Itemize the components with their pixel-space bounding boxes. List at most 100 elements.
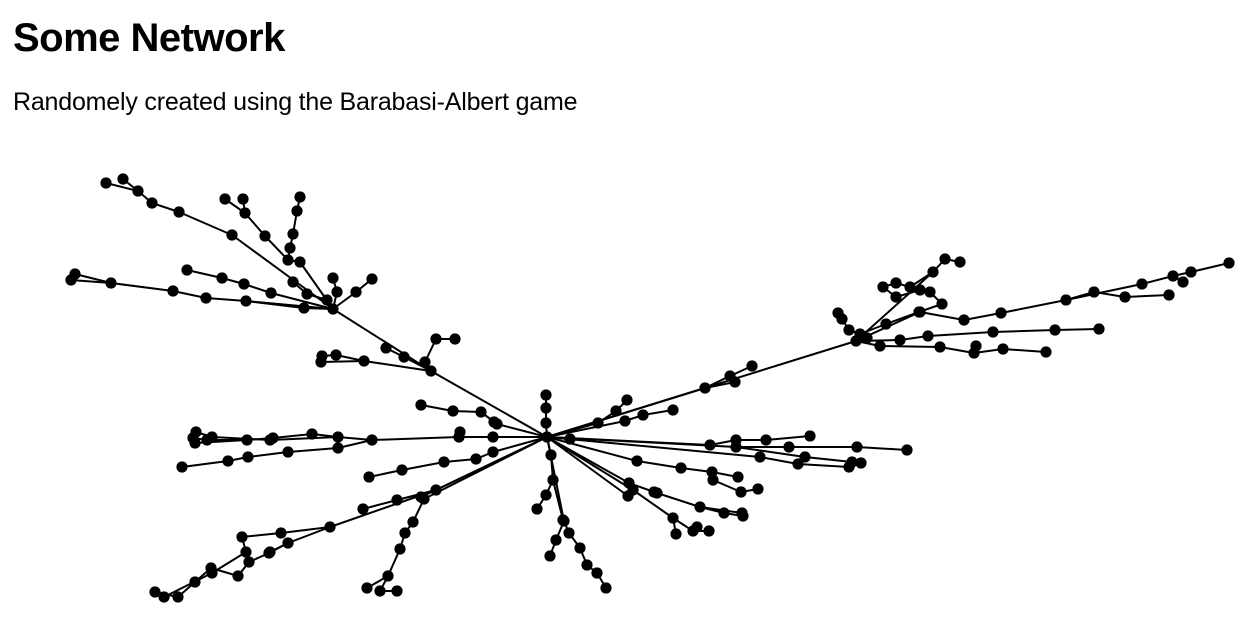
network-node-4 <box>282 254 294 266</box>
network-edge-159 <box>211 436 271 441</box>
network-node-173 <box>487 446 499 458</box>
network-node-153 <box>306 428 318 440</box>
network-edge-13 <box>178 211 233 236</box>
network-node-30 <box>321 294 333 306</box>
network-edge-21 <box>172 290 207 299</box>
network-node-122 <box>670 528 682 540</box>
network-node-171 <box>415 399 427 411</box>
network-node-26 <box>265 287 277 299</box>
network-node-169 <box>475 406 487 418</box>
network-node-143 <box>581 559 593 571</box>
network-node-135 <box>540 389 552 401</box>
network-node-102 <box>855 457 867 469</box>
network-node-165 <box>176 461 188 473</box>
network-node-67 <box>914 306 926 318</box>
network-node-161 <box>332 442 344 454</box>
network-node-179 <box>391 494 403 506</box>
network-node-178 <box>430 484 442 496</box>
network-node-134 <box>540 402 552 414</box>
network-node-46 <box>699 382 711 394</box>
network-edge-161 <box>337 439 373 449</box>
network-node-105 <box>631 455 643 467</box>
network-node-54 <box>904 281 916 293</box>
network-node-126 <box>592 417 604 429</box>
network-nodes <box>65 173 1235 603</box>
network-node-164 <box>222 455 234 467</box>
network-node-111 <box>752 483 764 495</box>
network-edge-99 <box>546 436 761 458</box>
network-node-66 <box>832 307 844 319</box>
network-node-195 <box>264 546 276 558</box>
network-edge-81 <box>927 331 994 337</box>
network-edge-0 <box>430 370 548 438</box>
network-node-137 <box>547 474 559 486</box>
network-node-95 <box>730 441 742 453</box>
network-node-10 <box>287 228 299 240</box>
network-node-99 <box>754 451 766 463</box>
network-node-51 <box>927 266 939 278</box>
network-edge-68 <box>919 311 965 321</box>
network-edge-24 <box>74 273 112 284</box>
network-node-41 <box>449 333 461 345</box>
network-node-36 <box>366 273 378 285</box>
network-edge-190 <box>280 526 331 534</box>
network-edge-191 <box>241 532 282 538</box>
network-node-123 <box>691 521 703 533</box>
network-edge-173 <box>492 436 548 453</box>
network-edge-162 <box>287 447 339 453</box>
network-node-73 <box>1163 289 1175 301</box>
network-node-75 <box>1167 270 1179 282</box>
network-node-192 <box>240 546 252 558</box>
network-edge-158 <box>269 436 339 441</box>
network-node-117 <box>736 507 748 519</box>
network-node-71 <box>1088 286 1100 298</box>
network-node-98 <box>901 444 913 456</box>
network-node-85 <box>934 341 946 353</box>
network-node-127 <box>610 405 622 417</box>
network-node-56 <box>877 281 889 293</box>
network-node-11 <box>291 205 303 217</box>
network-edge-36 <box>245 300 334 310</box>
network-node-131 <box>667 404 679 416</box>
network-node-6 <box>239 207 251 219</box>
network-node-121 <box>703 525 715 537</box>
network-node-84 <box>874 340 886 352</box>
network-edge-180 <box>362 499 398 510</box>
network-node-100 <box>792 458 804 470</box>
network-node-172 <box>488 416 500 428</box>
network-edge-23 <box>70 279 112 284</box>
network-edge-118 <box>546 436 634 491</box>
network-node-62 <box>880 318 892 330</box>
page-subtitle: Randomely created using the Barabasi-Alb… <box>13 88 578 116</box>
network-node-130 <box>637 409 649 421</box>
network-node-132 <box>564 433 576 445</box>
network-node-52 <box>939 253 951 265</box>
network-node-29 <box>181 264 193 276</box>
network-node-109 <box>707 474 719 486</box>
network-node-64 <box>843 324 855 336</box>
network-node-3 <box>294 256 306 268</box>
network-node-185 <box>232 570 244 582</box>
network-node-103 <box>799 451 811 463</box>
network-edge-151 <box>371 436 460 441</box>
network-node-59 <box>924 286 936 298</box>
network-node-22 <box>167 285 179 297</box>
network-node-87 <box>997 343 1009 355</box>
network-edge-104 <box>804 456 853 463</box>
network-node-18 <box>100 177 112 189</box>
network-node-13 <box>226 229 238 241</box>
network-node-189 <box>149 586 161 598</box>
network-node-158 <box>264 434 276 446</box>
network-node-33 <box>331 286 343 298</box>
network-edge-42 <box>363 360 432 372</box>
network-node-82 <box>1049 324 1061 336</box>
network-edge-165 <box>181 460 229 468</box>
network-edge-103 <box>735 446 806 458</box>
network-node-148 <box>557 514 569 526</box>
network-node-88 <box>1040 346 1052 358</box>
network-edge-125 <box>546 436 629 497</box>
network-node-43 <box>330 349 342 361</box>
network-node-180 <box>357 503 369 515</box>
network-edge-83 <box>1054 328 1100 331</box>
network-node-129 <box>619 415 631 427</box>
